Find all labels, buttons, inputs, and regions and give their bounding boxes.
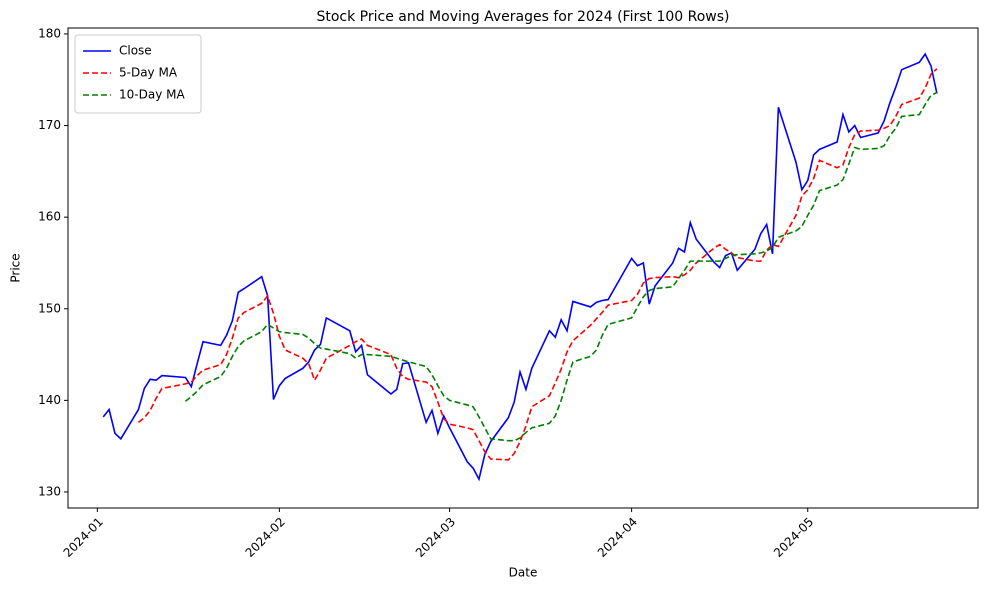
y-tick-label: 160 xyxy=(38,210,61,224)
x-tick-label: 2024-05 xyxy=(771,515,816,560)
x-tick-label: 2024-01 xyxy=(61,515,106,560)
y-tick-label: 170 xyxy=(38,118,61,132)
x-axis-label: Date xyxy=(509,566,538,580)
legend-label: 10-Day MA xyxy=(119,88,185,102)
line-series xyxy=(102,52,938,482)
chart-title: Stock Price and Moving Averages for 2024… xyxy=(316,9,729,25)
y-tick-label: 140 xyxy=(38,393,61,407)
legend: Close 5-Day MA 10-Day MA xyxy=(74,34,202,114)
line-series xyxy=(184,91,938,442)
x-tick-label: 2024-02 xyxy=(243,515,288,560)
x-tick-label: 2024-03 xyxy=(413,515,458,560)
y-tick-label: 180 xyxy=(38,26,61,40)
legend-box xyxy=(74,34,202,114)
legend-label: 5-Day MA xyxy=(119,66,178,80)
y-tick-label: 130 xyxy=(38,484,61,498)
x-tick-label: 2024-04 xyxy=(595,515,640,560)
line-series xyxy=(137,68,938,461)
y-tick-label: 150 xyxy=(38,301,61,315)
plot-frame xyxy=(67,27,979,509)
y-axis-label: Price xyxy=(9,253,23,282)
legend-label: Close xyxy=(119,44,152,58)
